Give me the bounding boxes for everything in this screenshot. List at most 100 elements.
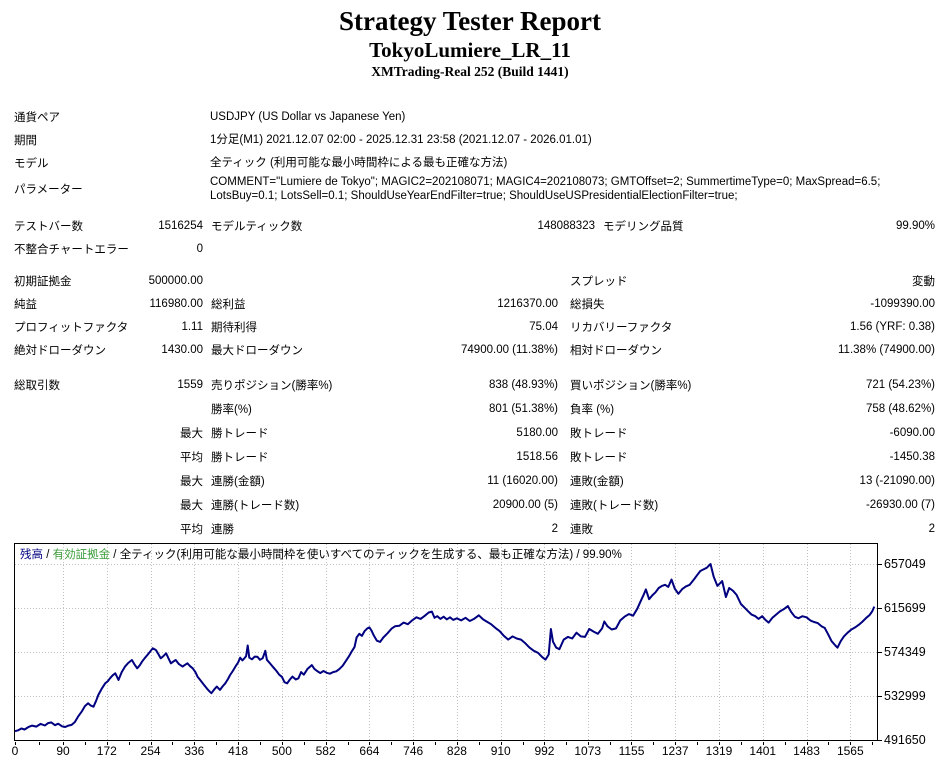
legend-quality-value: 99.90% [582, 548, 622, 561]
settings-row: パラメーター COMMENT="Lumiere de Tokyo"; MAGIC2… [14, 175, 930, 203]
setting-value: COMMENT="Lumiere de Tokyo"; MAGIC2=20210… [210, 175, 881, 202]
stat-value [765, 238, 935, 261]
y-axis-tick [878, 651, 882, 653]
setting-value: 全ティック (利用可能な最小時間枠による最も正確な方法) [210, 157, 508, 170]
x-axis-tick [435, 741, 437, 745]
stat-value: 0 [196, 243, 203, 256]
stat-value: 5180.00 [516, 426, 558, 439]
stat-value: -1450.38 [889, 450, 935, 463]
y-axis-label: 657049 [884, 556, 926, 571]
stat-value: 721 (54.23%) [865, 378, 935, 391]
x-axis-label: 664 [359, 743, 380, 758]
x-axis-tick [456, 741, 458, 745]
x-axis-tick [259, 741, 261, 745]
stat-label: モデルティック数 [211, 221, 303, 234]
stat-row: 平均 連勝 2 連敗 2 [14, 517, 935, 541]
stat-row: 絶対ドローダウン 1430.00 最大ドローダウン 74900.00 (11.38%)… [14, 339, 935, 362]
x-axis-tick [522, 741, 524, 745]
x-axis-tick [84, 741, 86, 745]
account-build-line: XMTrading-Real 252 (Build 1441) [371, 64, 569, 80]
settings-row: モデル 全ティック (利用可能な最小時間枠による最も正確な方法) [14, 152, 930, 175]
x-axis-tick [391, 741, 393, 745]
stat-label: リカバリーファクタ [570, 322, 673, 335]
legend-model-label: 全ティック(利用可能な最小時間枠を使いすべてのティックを生成する、最も正確な方法… [119, 548, 574, 561]
stat-label [14, 469, 145, 493]
x-axis-tick [631, 741, 633, 745]
x-axis-tick [194, 741, 196, 745]
stat-row: 最大 連勝(トレード数) 20900.00 (5) 連敗(トレード数) -26930.0… [14, 493, 935, 517]
stat-label: 勝トレード [211, 427, 269, 440]
stat-label [203, 270, 358, 293]
equity-curve-svg [15, 543, 877, 740]
stat-value: 1518.56 [516, 450, 558, 463]
legend-separator: / [110, 548, 120, 561]
stat-row: 平均 勝トレード 1518.56 敗トレード -1450.38 [14, 445, 935, 469]
x-axis-label: 910 [490, 743, 511, 758]
x-axis-tick [128, 741, 130, 745]
stat-label: 連敗 [570, 523, 593, 536]
stat-label [14, 421, 145, 445]
x-axis-label: 828 [446, 743, 467, 758]
x-axis-label: 172 [96, 743, 117, 758]
legend-separator: / [573, 548, 583, 561]
stat-row: プロフィットファクタ 1.11 期待利得 75.04 リカバリーファクタ 1.56 (YR… [14, 316, 935, 339]
settings-row: 通貨ペア USDJPY (US Dollar vs Japanese Yen) [14, 106, 930, 129]
stat-label: スプレッド [570, 276, 628, 289]
stat-value: -1099390.00 [870, 298, 935, 311]
stat-label [14, 445, 145, 469]
setting-label: 期間 [14, 135, 37, 148]
x-axis-tick [740, 741, 742, 745]
x-axis-tick [413, 741, 415, 745]
legend-balance-label: 残高 [20, 548, 43, 561]
x-axis-label: 1237 [661, 743, 689, 758]
y-axis-tick [878, 695, 882, 697]
stat-value: 最大 [180, 475, 203, 488]
stat-value: 13 (-21090.00) [859, 474, 935, 487]
stat-label: 総損失 [570, 299, 605, 312]
x-axis-label: 90 [56, 743, 70, 758]
x-axis-tick [762, 741, 764, 745]
stat-label: 勝トレード [211, 451, 269, 464]
stat-value: 最大 [180, 427, 203, 440]
x-axis-tick [369, 741, 371, 745]
x-axis-tick [850, 741, 852, 745]
stat-label: 負率 (%) [570, 403, 615, 416]
x-axis-tick [281, 741, 283, 745]
y-axis-tick [878, 607, 882, 609]
report-title: Strategy Tester Report [339, 6, 601, 36]
x-axis-tick [806, 741, 808, 745]
stat-row: 勝率(%) 801 (51.38%) 負率 (%) 758 (48.62%) [14, 397, 935, 421]
legend-equity-label: 有効証拠金 [52, 548, 111, 561]
stat-value: 1216370.00 [497, 298, 558, 311]
stat-label: 連敗(トレード数) [570, 499, 659, 512]
stat-row: 純益 116980.00 総利益 1216370.00 総損失 -1099390.00 [14, 293, 935, 316]
stat-value: 1516254 [158, 220, 203, 233]
x-axis-label: 1073 [574, 743, 602, 758]
setting-value: 1分足(M1) 2021.12.07 02:00 - 2025.12.31 23… [210, 134, 592, 147]
x-axis-tick [719, 741, 720, 745]
stat-value: 99.90% [895, 220, 935, 233]
x-axis-tick [609, 741, 611, 745]
y-axis-tick [878, 563, 882, 565]
stat-label: 初期証拠金 [14, 276, 72, 289]
x-axis-tick [566, 741, 568, 745]
x-axis-tick [238, 741, 240, 745]
x-axis-label: 1565 [836, 743, 864, 758]
stat-row: テストバー数 1516254 モデルティック数 148088323 モデリング品質 99.… [14, 215, 935, 238]
x-axis-label: 1401 [749, 743, 777, 758]
stat-value: 758 (48.62%) [865, 402, 935, 415]
stat-value: 1559 [177, 378, 203, 391]
x-axis-label: 336 [184, 743, 205, 758]
chart-legend: 残高 / 有効証拠金 / 全ティック(利用可能な最小時間枠を使いすべてのティック… [20, 546, 622, 562]
stat-value [358, 270, 558, 293]
stat-label: 期待利得 [211, 322, 257, 335]
stat-label [14, 517, 145, 541]
x-axis-label: 0 [11, 743, 19, 758]
stat-value: 75.04 [529, 321, 558, 334]
stat-label: 売りポジション(勝率%) [211, 379, 333, 392]
x-axis-label: 254 [140, 743, 161, 758]
x-axis-tick [347, 741, 349, 745]
stat-label: 連勝 [211, 523, 234, 536]
stat-label: 不整合チャートエラー [14, 244, 129, 257]
